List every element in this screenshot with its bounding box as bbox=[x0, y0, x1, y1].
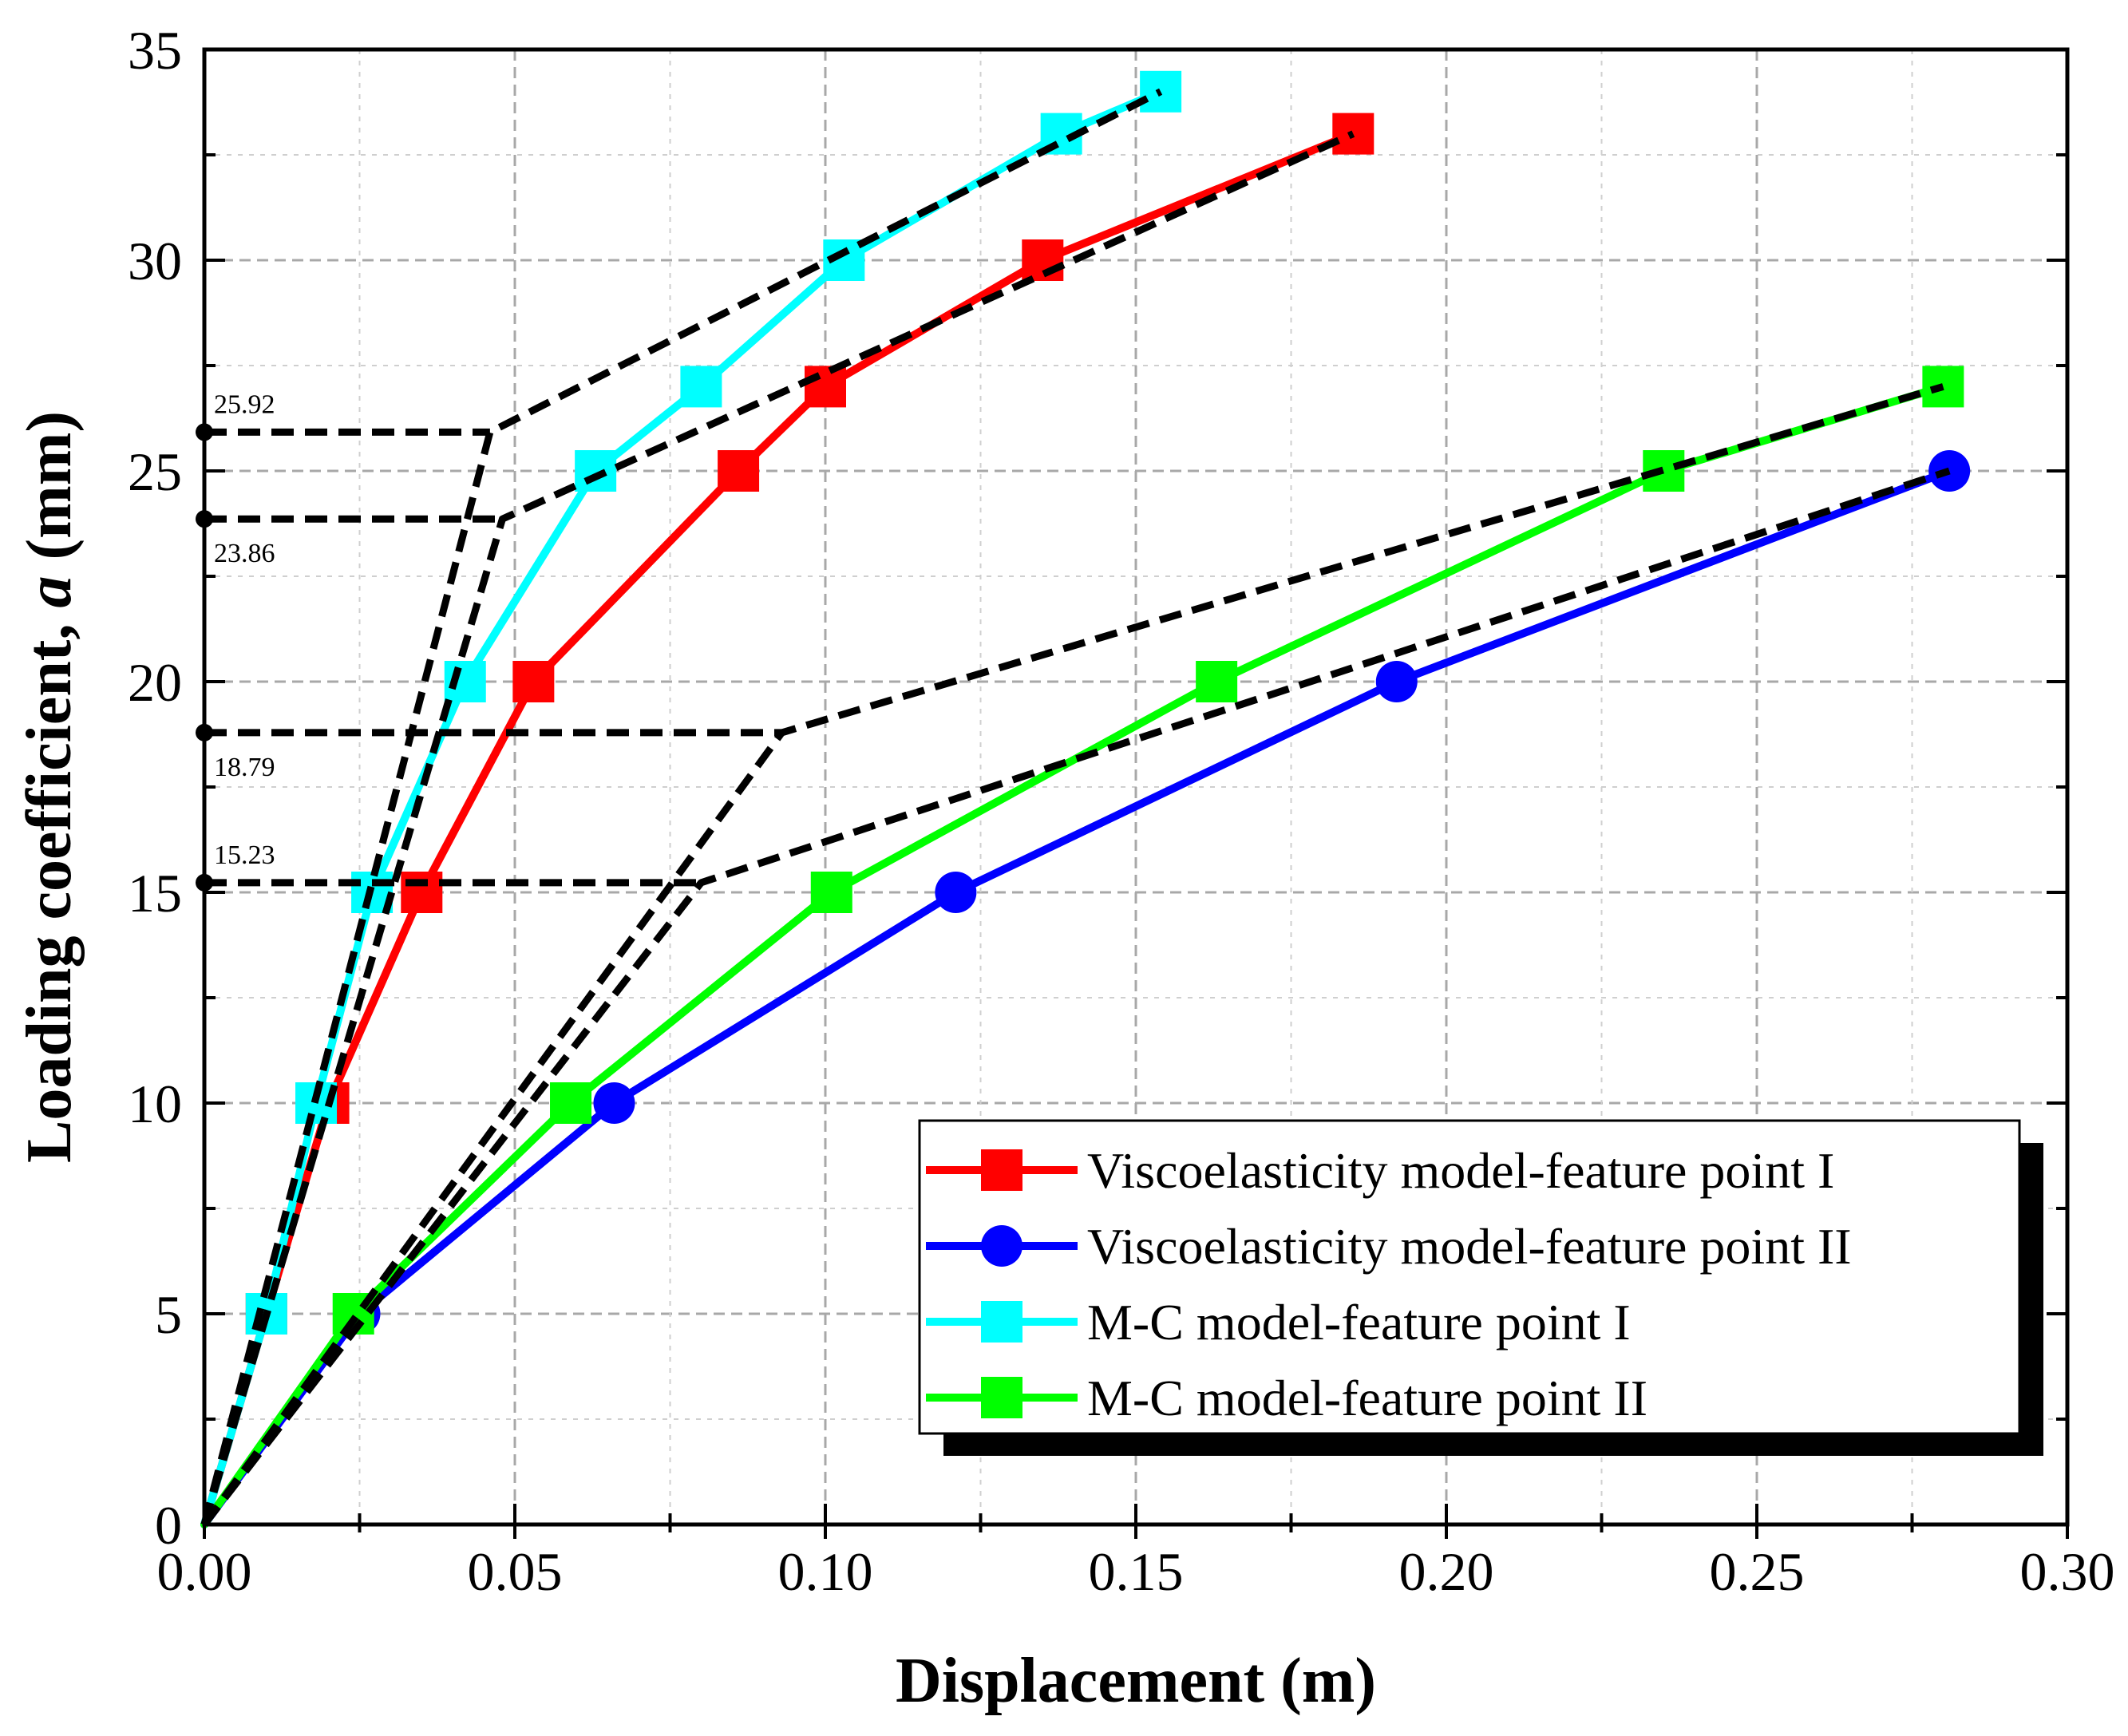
fit-line bbox=[200, 130, 1355, 1526]
data-point-marker bbox=[593, 1082, 635, 1124]
legend-label: Viscoelasticity model-feature point I bbox=[1087, 1142, 1834, 1199]
data-point-marker bbox=[680, 366, 722, 408]
data-point-marker bbox=[1022, 239, 1064, 281]
x-tick-label: 0.25 bbox=[1710, 1541, 1805, 1602]
data-point-marker bbox=[1375, 661, 1418, 702]
annotation-label: 23.86 bbox=[214, 539, 275, 568]
data-point-marker bbox=[981, 1225, 1022, 1267]
y-tick-label: 0 bbox=[155, 1495, 182, 1556]
legend-label: Viscoelasticity model-feature point II bbox=[1087, 1218, 1852, 1275]
data-point-marker bbox=[512, 661, 555, 702]
x-tick-label: 0.10 bbox=[778, 1541, 873, 1602]
data-point-marker bbox=[1196, 661, 1238, 702]
x-tick-label: 0.05 bbox=[468, 1541, 563, 1602]
x-axis-title: Displacement (m) bbox=[896, 1646, 1376, 1716]
x-tick-label: 0.30 bbox=[2020, 1541, 2115, 1602]
annotation-label: 25.92 bbox=[214, 390, 275, 419]
fit-line bbox=[201, 467, 1951, 1527]
data-point-marker bbox=[805, 366, 846, 408]
data-point-marker bbox=[981, 1149, 1022, 1191]
data-point-marker bbox=[981, 1377, 1022, 1418]
data-point-marker bbox=[575, 450, 617, 492]
legend-label: M-C model-feature point I bbox=[1087, 1294, 1631, 1350]
annotation-label: 18.79 bbox=[214, 753, 275, 782]
data-point-marker bbox=[718, 450, 760, 492]
y-tick-label: 5 bbox=[155, 1284, 182, 1345]
annotation-label: 15.23 bbox=[214, 840, 275, 870]
y-tick-label: 20 bbox=[128, 652, 182, 713]
y-tick-label: 35 bbox=[128, 20, 182, 81]
x-tick-label: 0.20 bbox=[1399, 1541, 1494, 1602]
y-tick-label: 15 bbox=[128, 863, 182, 923]
data-point-marker bbox=[810, 872, 852, 913]
data-point-marker bbox=[401, 872, 443, 913]
data-point-marker bbox=[935, 872, 977, 913]
legend-box bbox=[918, 1119, 2021, 1435]
data-point-marker bbox=[981, 1301, 1022, 1343]
fit-line bbox=[200, 88, 1163, 1526]
y-tick-label: 30 bbox=[128, 231, 182, 291]
y-tick-label: 25 bbox=[128, 441, 182, 502]
x-tick-label: 0.00 bbox=[157, 1541, 252, 1602]
x-tick-label: 0.15 bbox=[1089, 1541, 1184, 1602]
y-axis-title: Loading coefficient, a (mm) bbox=[14, 411, 85, 1163]
data-point-marker bbox=[550, 1082, 592, 1124]
y-tick-label: 10 bbox=[128, 1074, 182, 1134]
legend-label: M-C model-feature point II bbox=[1087, 1370, 1647, 1426]
legend: Viscoelasticity model-feature point I Vis… bbox=[918, 1119, 2043, 1456]
